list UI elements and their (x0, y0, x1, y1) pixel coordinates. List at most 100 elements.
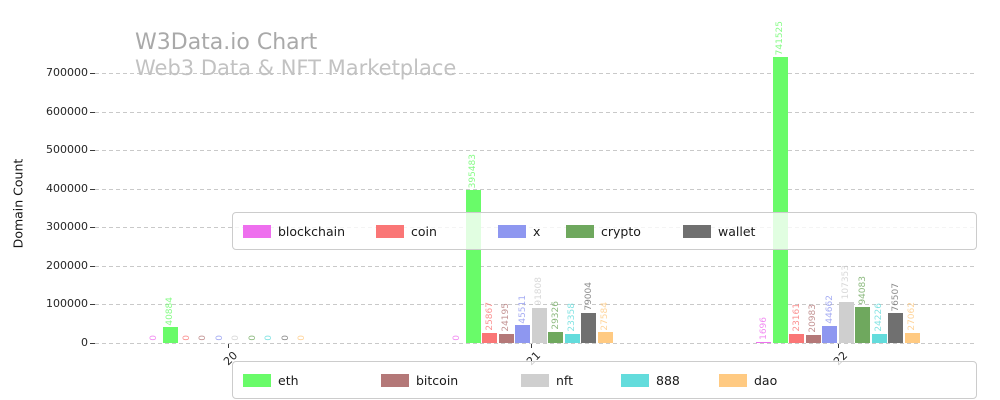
bar-value-bitcoin-22: 20983 (808, 304, 819, 333)
bar-value-nft-21: 91808 (534, 276, 545, 306)
legend-entry-nft: nft (521, 362, 573, 398)
x-tick-mark (838, 344, 839, 348)
y-tick-label: 400000 (46, 181, 88, 195)
gridline (95, 73, 975, 74)
bar-value-888-21: 23358 (567, 303, 578, 332)
legend-label-bitcoin: bitcoin (416, 372, 459, 388)
y-tick-label: 500000 (46, 143, 88, 157)
legend-label-dao: dao (754, 372, 778, 388)
bar-dao-21 (597, 332, 613, 343)
bar-value-coin-20: 0 (181, 335, 192, 341)
gridline (95, 265, 975, 267)
legend-row-2: eth bitcoin nft 888 dao (232, 361, 977, 399)
bar-eth-22 (772, 56, 788, 343)
y-tick-mark (90, 73, 95, 74)
legend-row-1: blockchain coin x crypto wallet (232, 212, 977, 250)
bar-value-wallet-21: 79004 (583, 281, 594, 311)
y-tick-mark (90, 111, 95, 113)
y-tick-mark (90, 150, 95, 152)
legend-entry-coin: coin (376, 213, 437, 249)
legend-entry-bitcoin: bitcoin (381, 362, 458, 398)
bar-crypto-21 (548, 331, 564, 343)
bar-value-x-22: 44662 (824, 295, 835, 324)
x-tick-mark (228, 344, 229, 348)
bar-bitcoin-22 (805, 334, 821, 343)
legend-swatch-crypto (566, 224, 594, 238)
bar-value-nft-22: 107353 (841, 265, 852, 300)
bar-bitcoin-21 (498, 333, 514, 343)
legend-swatch-nft (521, 373, 549, 387)
y-tick-label: 300000 (46, 220, 88, 234)
bar-nft-22 (838, 301, 854, 343)
bar-value-blockchain-20: 0 (148, 335, 159, 341)
legend-label-888: 888 (656, 372, 680, 388)
bar-value-coin-22: 23161 (791, 303, 802, 333)
legend-label-crypto: crypto (601, 223, 641, 239)
bar-value-crypto-20: 0 (247, 335, 258, 341)
legend-swatch-888 (621, 373, 649, 387)
bar-value-crypto-21: 29326 (550, 301, 561, 330)
legend-swatch-dao (719, 373, 747, 387)
legend-label-x: x (533, 223, 541, 239)
gridline (95, 188, 975, 190)
bar-value-dao-20: 0 (297, 335, 308, 341)
chart-subtitle: Web3 Data & NFT Marketplace (135, 56, 457, 80)
bar-value-wallet-20: 0 (280, 335, 291, 341)
legend-label-blockchain: blockchain (278, 223, 346, 239)
bar-value-crypto-22: 94083 (857, 276, 868, 305)
y-axis-label: Domain Count (10, 158, 26, 249)
x-tick-mark (531, 344, 532, 348)
bar-value-bitcoin-20: 0 (198, 335, 209, 341)
bar-value-eth-20: 40884 (165, 296, 176, 326)
y-tick-mark (90, 227, 95, 229)
legend-entry-wallet: wallet (683, 213, 755, 249)
bar-value-888-22: 24226 (874, 303, 885, 332)
legend-swatch-bitcoin (381, 373, 409, 387)
bar-value-eth-21: 395483 (468, 154, 479, 189)
y-tick-label: 200000 (46, 258, 88, 272)
bar-value-x-20: 0 (214, 335, 225, 341)
chart-title: W3Data.io Chart (135, 30, 318, 55)
bar-blockchain-22 (756, 342, 772, 343)
legend-entry-blockchain: blockchain (243, 213, 345, 249)
bar-value-wallet-22: 76507 (890, 282, 901, 312)
bar-value-nft-20: 0 (231, 335, 242, 341)
bar-value-dao-21: 27584 (600, 301, 611, 331)
bar-crypto-22 (855, 306, 871, 343)
gridline (95, 111, 975, 113)
gridline (95, 343, 975, 344)
bar-value-blockchain-21: 0 (451, 335, 462, 341)
bar-eth-20 (162, 327, 178, 343)
y-tick-mark (90, 304, 95, 306)
bar-wallet-22 (888, 313, 904, 343)
bar-wallet-21 (581, 312, 597, 343)
legend-entry-x: x (498, 213, 540, 249)
bar-value-888-20: 0 (264, 335, 275, 341)
legend-label-wallet: wallet (718, 223, 756, 239)
y-tick-mark (90, 265, 95, 267)
y-tick-label: 600000 (46, 104, 88, 118)
legend-swatch-wallet (683, 224, 711, 238)
legend-swatch-eth (243, 373, 271, 387)
bar-coin-22 (789, 334, 805, 343)
legend-swatch-x (498, 224, 526, 238)
legend-entry-eth: eth (243, 362, 299, 398)
legend-swatch-coin (376, 224, 404, 238)
legend-label-eth: eth (278, 372, 299, 388)
bar-value-bitcoin-21: 24195 (501, 303, 512, 332)
bar-value-eth-22: 741525 (775, 20, 786, 55)
y-tick-mark (90, 343, 95, 344)
legend-entry-888: 888 (621, 362, 680, 398)
bar-x-21 (515, 325, 531, 343)
bar-coin-21 (482, 333, 498, 343)
bar-888-22 (871, 333, 887, 343)
legend-label-nft: nft (556, 372, 574, 388)
y-tick-label: 0 (81, 336, 88, 349)
bar-value-dao-22: 27062 (907, 301, 918, 331)
gridline (95, 150, 975, 152)
bar-value-x-21: 45511 (517, 294, 528, 324)
bar-value-blockchain-22: 1696 (758, 317, 769, 341)
legend-entry-dao: dao (719, 362, 777, 398)
bar-x-22 (822, 325, 838, 343)
